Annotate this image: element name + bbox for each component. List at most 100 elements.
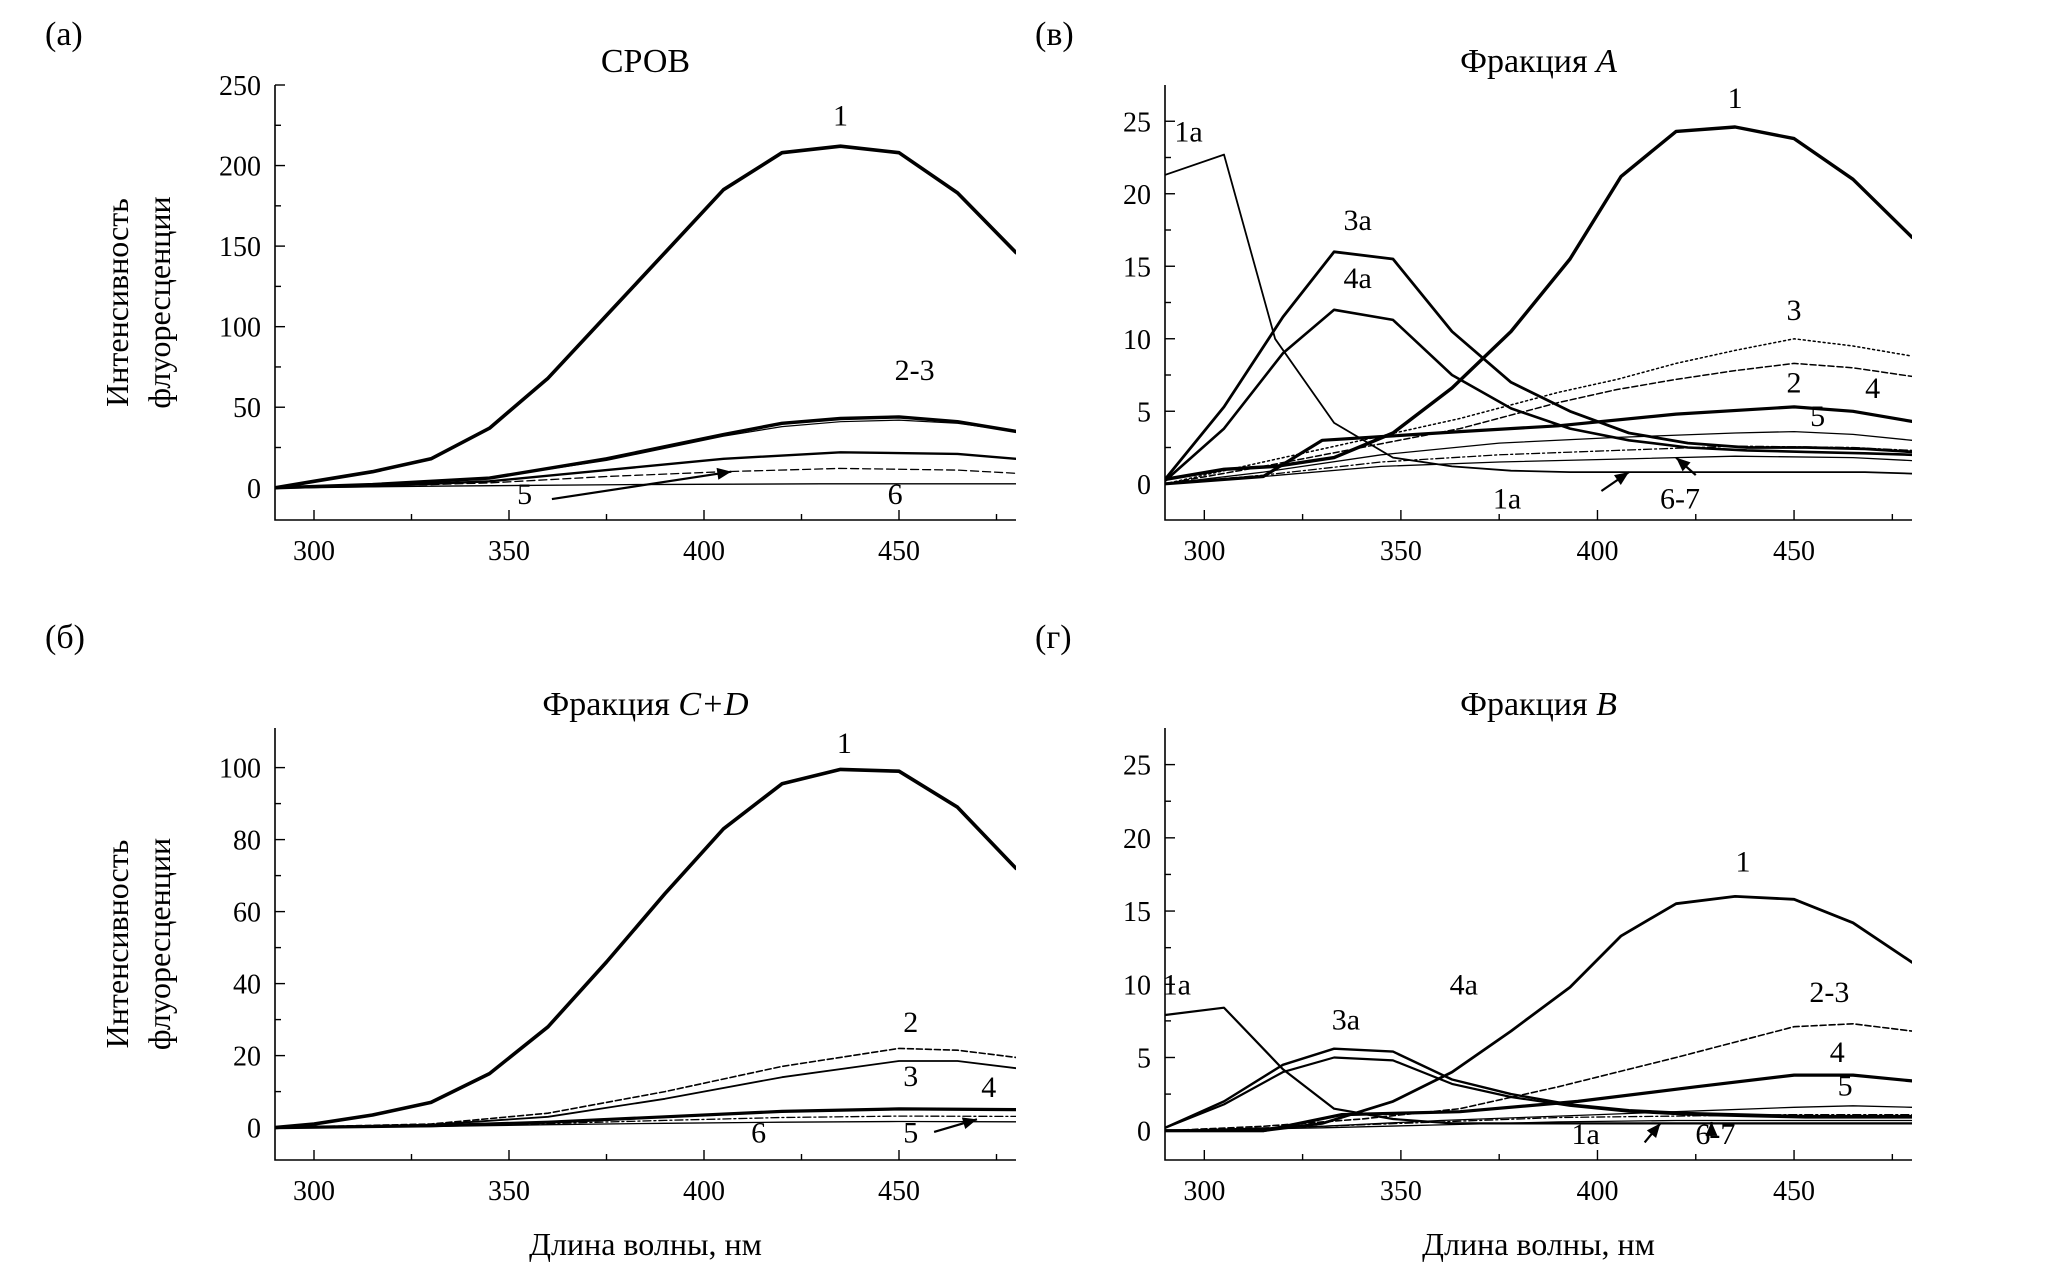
- curve-label: 5: [903, 1117, 918, 1150]
- curve-label: 1a: [1572, 1118, 1600, 1151]
- curve-label: 2: [903, 1006, 918, 1039]
- x-tick-label: 350: [488, 536, 530, 567]
- y-tick-label: 5: [1137, 1043, 1151, 1074]
- curve-label: 3a: [1343, 204, 1371, 237]
- y-tick-label: 60: [233, 898, 261, 929]
- series-line-curve-2: [275, 1047, 1016, 1129]
- series-line-curve-4: [1165, 1073, 1912, 1133]
- y-tick-label: 5: [1137, 397, 1151, 428]
- axis-frame: [274, 85, 1016, 521]
- axis-frame: [1164, 728, 1912, 1161]
- x-tick-label: 300: [293, 536, 335, 567]
- curve-label: 1a: [1163, 969, 1191, 1002]
- x-tick-label: 300: [293, 1176, 335, 1207]
- curve-label: 1a: [1493, 482, 1521, 515]
- panel-letter: (а): [45, 16, 83, 53]
- curve-label: 6: [751, 1117, 766, 1150]
- curve-label: 1: [833, 99, 848, 132]
- y-tick-label: 15: [1123, 252, 1151, 283]
- y-tick-label: 10: [1123, 970, 1151, 1001]
- y-tick-label: 0: [1137, 470, 1151, 501]
- curve-label: 5: [1838, 1070, 1853, 1103]
- chart-title-italic: C+D: [678, 686, 749, 723]
- series-line-curve-1: [1165, 895, 1912, 1133]
- y-tick-label: 20: [233, 1042, 261, 1073]
- annotation-arrowhead: [1705, 1121, 1718, 1136]
- curve-label: 4: [1830, 1036, 1845, 1069]
- y-axis-label-line1: Интенсивность: [99, 840, 135, 1049]
- curve-label: 4: [981, 1071, 996, 1104]
- chart-title-text: СРОВ: [601, 43, 690, 80]
- y-tick-label: 200: [219, 152, 261, 183]
- series-line-curve-6: [1165, 1113, 1912, 1132]
- series-line-curve-4: [275, 451, 1016, 489]
- x-axis-label: Длина волны, нм: [1422, 1226, 1655, 1262]
- curve-label: 1: [1728, 82, 1743, 115]
- y-tick-label: 50: [233, 393, 261, 424]
- x-tick-label: 450: [1773, 1176, 1815, 1207]
- x-tick-label: 350: [488, 1176, 530, 1207]
- axis-frame: [274, 728, 1016, 1161]
- curve-label: 2: [1787, 366, 1802, 399]
- y-tick-label: 25: [1123, 751, 1151, 782]
- curve-label: 1a: [1174, 116, 1202, 149]
- series-line-curve-5: [1165, 430, 1912, 485]
- y-tick-label: 40: [233, 970, 261, 1001]
- x-tick-label: 400: [683, 536, 725, 567]
- curve-label: 3: [1787, 294, 1802, 327]
- x-tick-label: 350: [1380, 536, 1422, 567]
- series-line-curve-3: [1165, 338, 1912, 485]
- y-axis-label-line1: Интенсивность: [99, 198, 135, 407]
- chart-title-text: Фракция: [542, 686, 678, 723]
- chart-panel-3: 300 350 400 450 0 20 40 60 80 100 (б) Фракция C+D Ин…: [45, 619, 1016, 1262]
- chart-title: Фракция C+D: [542, 686, 749, 723]
- curve-label: 6-7: [1660, 482, 1700, 515]
- panel-letter: (б): [45, 619, 85, 656]
- x-tick-label: 450: [1773, 536, 1815, 567]
- y-tick-label: 80: [233, 826, 261, 857]
- panel-letter: (в): [1035, 16, 1074, 53]
- annotation-arrowhead: [1646, 1123, 1661, 1139]
- series-line-curve-2: [1165, 362, 1912, 485]
- series-line-curve-1: [275, 767, 1016, 1130]
- series-line-curve-4a: [1165, 308, 1912, 483]
- curve-label: 3: [903, 1060, 918, 1093]
- chart-title-italic: B: [1596, 686, 1617, 723]
- curve-label: 4: [1865, 372, 1880, 405]
- y-tick-label: 250: [219, 71, 261, 102]
- annotation-arrowhead: [1676, 457, 1691, 472]
- chart-title: Фракция A: [1460, 43, 1617, 80]
- x-tick-label: 300: [1183, 1176, 1225, 1207]
- curve-label: 6: [888, 478, 903, 511]
- y-tick-label: 0: [1137, 1117, 1151, 1148]
- chart-title-text: Фракция: [1460, 43, 1596, 80]
- x-tick-label: 400: [1576, 1176, 1618, 1207]
- series-line-curve-6: [275, 1120, 1016, 1129]
- x-tick-label: 450: [878, 1176, 920, 1207]
- x-axis-label: Длина волны, нм: [529, 1226, 762, 1262]
- curve-label: 4a: [1343, 262, 1371, 295]
- curve-label: 5: [1810, 400, 1825, 433]
- y-tick-label: 20: [1123, 180, 1151, 211]
- y-tick-label: 20: [1123, 824, 1151, 855]
- curve-label: 2-3: [895, 354, 935, 387]
- y-tick-label: 15: [1123, 897, 1151, 928]
- x-tick-label: 350: [1380, 1176, 1422, 1207]
- curve-label: 3a: [1332, 1004, 1360, 1037]
- series-line-curve-1: [275, 144, 1016, 490]
- curve-label: 5: [517, 478, 532, 511]
- x-tick-label: 450: [878, 536, 920, 567]
- annotation-arrowhead: [716, 467, 732, 480]
- series-line-curve-6: [275, 483, 1016, 489]
- curve-label: 1: [1735, 846, 1750, 879]
- y-tick-label: 100: [219, 313, 261, 344]
- annotation-arrow: [551, 470, 732, 501]
- y-tick-label: 25: [1123, 107, 1151, 138]
- y-tick-label: 100: [219, 754, 261, 785]
- series-line-curve-3a: [1165, 1047, 1912, 1129]
- y-tick-label: 0: [247, 474, 261, 505]
- y-tick-label: 10: [1123, 325, 1151, 356]
- chart-title: Фракция B: [1460, 686, 1617, 723]
